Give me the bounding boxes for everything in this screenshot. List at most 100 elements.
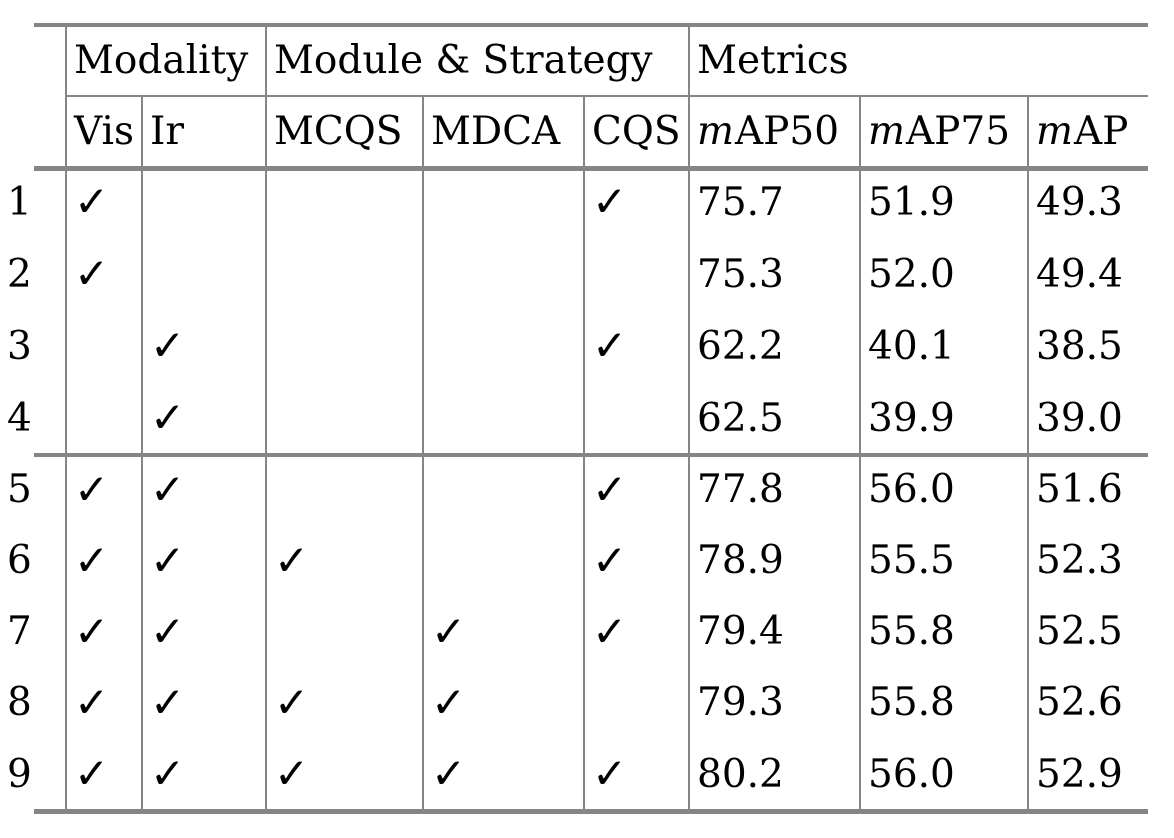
map75-label: AP75 [906, 108, 1011, 154]
check-ir: ✓ [141, 667, 266, 738]
check-ir: ✓ [141, 525, 266, 596]
check-mdca [422, 382, 584, 454]
metric-map75: 51.9 [859, 166, 1029, 238]
header-group-row: Modality Module & Strategy Metrics [0, 25, 1174, 96]
row-number: 7 [7, 609, 32, 654]
metric-map50: 62.2 [688, 310, 861, 382]
check-vis: ✓ [65, 525, 142, 596]
table-row-7: 7 ✓ ✓ ✓ ✓ 79.4 55.8 52.5 [0, 596, 1174, 667]
metric-map75: 55.5 [859, 525, 1029, 596]
check-mdca: ✓ [422, 596, 584, 667]
row-number: 6 [7, 538, 32, 583]
row-number: 2 [7, 251, 32, 297]
col-header-cqs: CQS [582, 96, 690, 166]
col-group-metrics: Metrics [688, 25, 1174, 96]
check-vis [65, 310, 142, 382]
col-header-mdca: MDCA [422, 96, 584, 166]
metric-map: 49.3 [1027, 166, 1174, 238]
row-number: 5 [7, 467, 32, 512]
metric-map: 52.3 [1027, 525, 1174, 596]
col-header-ir: Ir [141, 96, 266, 166]
metric-map75: 52.0 [859, 238, 1029, 310]
check-ir: ✓ [141, 382, 266, 454]
check-mdca: ✓ [422, 738, 584, 810]
metric-map: 49.4 [1027, 238, 1174, 310]
check-cqs [582, 667, 690, 738]
map75-italic-m: m [868, 108, 906, 154]
corner-cell [0, 25, 66, 96]
check-cqs: ✓ [582, 166, 690, 238]
col-header-map50: mAP50 [688, 96, 861, 166]
check-mdca [422, 238, 584, 310]
check-vis: ✓ [65, 454, 142, 525]
metric-map50: 80.2 [688, 738, 861, 810]
check-mcqs [265, 382, 423, 454]
check-vis [65, 382, 142, 454]
metric-map75: 56.0 [859, 454, 1029, 525]
table-row-6: 6 ✓ ✓ ✓ ✓ 78.9 55.5 52.3 [0, 525, 1174, 596]
col-group-modality: Modality [65, 25, 266, 96]
check-vis: ✓ [65, 738, 142, 810]
row-number: 8 [7, 680, 32, 725]
metric-map50: 75.3 [688, 238, 861, 310]
table-row-8: 8 ✓ ✓ ✓ ✓ 79.3 55.8 52.6 [0, 667, 1174, 738]
metric-map75: 40.1 [859, 310, 1029, 382]
table-row-1: 1 ✓ ✓ 75.7 51.9 49.3 [0, 166, 1174, 238]
map-label: AP [1074, 108, 1129, 154]
check-ir [141, 166, 266, 238]
check-ir: ✓ [141, 454, 266, 525]
check-mcqs: ✓ [265, 667, 423, 738]
metric-map75: 39.9 [859, 382, 1029, 454]
map-italic-m: m [1036, 108, 1074, 154]
metric-map: 52.9 [1027, 738, 1174, 810]
check-mcqs [265, 166, 423, 238]
metric-map: 52.5 [1027, 596, 1174, 667]
check-ir: ✓ [141, 596, 266, 667]
corner-cell-sub [0, 96, 66, 166]
check-cqs: ✓ [582, 738, 690, 810]
metric-map50: 78.9 [688, 525, 861, 596]
map50-italic-m: m [697, 108, 735, 154]
header-row: Vis Ir MCQS MDCA CQS mAP50 mAP75 mAP [0, 96, 1174, 166]
check-vis: ✓ [65, 596, 142, 667]
metric-map75: 55.8 [859, 596, 1029, 667]
col-group-module-strategy: Module & Strategy [264, 25, 690, 96]
metric-map: 52.6 [1027, 667, 1174, 738]
table-row-9: 9 ✓ ✓ ✓ ✓ ✓ 80.2 56.0 52.9 [0, 738, 1174, 810]
check-mdca [422, 454, 584, 525]
check-mdca: ✓ [422, 667, 584, 738]
check-cqs: ✓ [582, 310, 690, 382]
row-number: 3 [7, 323, 32, 369]
check-ir: ✓ [141, 738, 266, 810]
check-mdca [422, 525, 584, 596]
check-mdca [422, 310, 584, 382]
check-mcqs: ✓ [265, 525, 423, 596]
metric-map75: 55.8 [859, 667, 1029, 738]
check-mcqs: ✓ [265, 738, 423, 810]
col-header-mcqs: MCQS [265, 96, 423, 166]
metric-map50: 77.8 [688, 454, 861, 525]
check-cqs [582, 238, 690, 310]
col-header-map75: mAP75 [859, 96, 1029, 166]
check-mcqs [265, 238, 423, 310]
row-number: 4 [7, 395, 32, 441]
check-cqs: ✓ [582, 525, 690, 596]
metric-map50: 75.7 [688, 166, 861, 238]
table-row-3: 3 ✓ ✓ 62.2 40.1 38.5 [0, 310, 1174, 382]
table-row-4: 4 ✓ 62.5 39.9 39.0 [0, 382, 1174, 454]
col-header-map: mAP [1027, 96, 1174, 166]
check-mcqs [265, 310, 423, 382]
check-cqs: ✓ [582, 454, 690, 525]
check-mdca [422, 166, 584, 238]
check-mcqs [265, 596, 423, 667]
check-vis: ✓ [65, 238, 142, 310]
row-number: 1 [7, 179, 32, 225]
table-bottom-rule [34, 809, 1148, 814]
map50-label: AP50 [735, 108, 840, 154]
metric-map50: 79.4 [688, 596, 861, 667]
check-mcqs [265, 454, 423, 525]
table-row-5: 5 ✓ ✓ ✓ 77.8 56.0 51.6 [0, 454, 1174, 525]
metric-map50: 62.5 [688, 382, 861, 454]
metric-map: 38.5 [1027, 310, 1174, 382]
